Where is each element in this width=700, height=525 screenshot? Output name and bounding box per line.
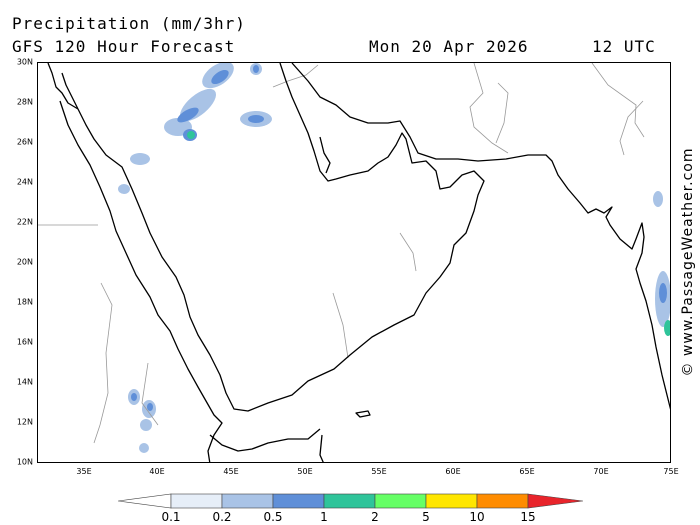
lon-label: 55E bbox=[371, 467, 387, 476]
lat-label: 16N bbox=[16, 337, 33, 347]
legend-label: 10 bbox=[469, 510, 485, 524]
credit-text: © www.PassageWeather.com bbox=[680, 147, 696, 377]
lat-label: 14N bbox=[16, 377, 33, 387]
lat-label: 30N bbox=[16, 57, 33, 67]
legend-swatch bbox=[118, 493, 172, 509]
forecast-date: Mon 20 Apr 2026 bbox=[369, 37, 529, 56]
lat-label: 24N bbox=[16, 177, 33, 187]
coastlines bbox=[47, 63, 670, 462]
legend-swatch bbox=[272, 493, 325, 509]
legend-swatch bbox=[221, 493, 274, 509]
map-area bbox=[37, 62, 671, 463]
legend-label: 0.1 bbox=[161, 510, 181, 524]
legend-label: 0.2 bbox=[212, 510, 232, 524]
credit-watermark: © www.PassageWeather.com bbox=[678, 62, 698, 462]
legend-label: 2 bbox=[371, 510, 379, 524]
legend-colorbar bbox=[118, 493, 583, 509]
legend-label: 1 bbox=[320, 510, 328, 524]
lon-label: 70E bbox=[593, 467, 609, 476]
lon-label: 35E bbox=[76, 467, 92, 476]
lon-label: 45E bbox=[223, 467, 239, 476]
chart-title: Precipitation (mm/3hr) bbox=[12, 14, 246, 33]
legend-swatch bbox=[527, 493, 583, 509]
country-borders bbox=[38, 63, 645, 444]
forecast-subtitle: GFS 120 Hour Forecast bbox=[12, 37, 236, 56]
lat-label: 22N bbox=[16, 217, 33, 227]
legend-swatch bbox=[374, 493, 427, 509]
lon-label: 60E bbox=[445, 467, 461, 476]
legend-swatch bbox=[323, 493, 376, 509]
legend-swatch bbox=[170, 493, 223, 509]
legend-swatch bbox=[425, 493, 478, 509]
lat-label: 10N bbox=[16, 457, 33, 467]
lat-label: 12N bbox=[16, 417, 33, 427]
lat-label: 28N bbox=[16, 97, 33, 107]
legend-swatch bbox=[476, 493, 529, 509]
map-svg bbox=[38, 63, 670, 462]
lat-label: 18N bbox=[16, 297, 33, 307]
legend-label: 15 bbox=[520, 510, 536, 524]
lon-label: 75E bbox=[663, 467, 679, 476]
legend-label: 0.5 bbox=[263, 510, 283, 524]
lon-label: 65E bbox=[519, 467, 535, 476]
lat-label: 20N bbox=[16, 257, 33, 267]
precip-areas bbox=[118, 63, 670, 453]
forecast-time: 12 UTC bbox=[592, 37, 656, 56]
lon-label: 40E bbox=[149, 467, 165, 476]
lon-label: 50E bbox=[297, 467, 313, 476]
lat-label: 26N bbox=[16, 137, 33, 147]
legend-label: 5 bbox=[422, 510, 430, 524]
